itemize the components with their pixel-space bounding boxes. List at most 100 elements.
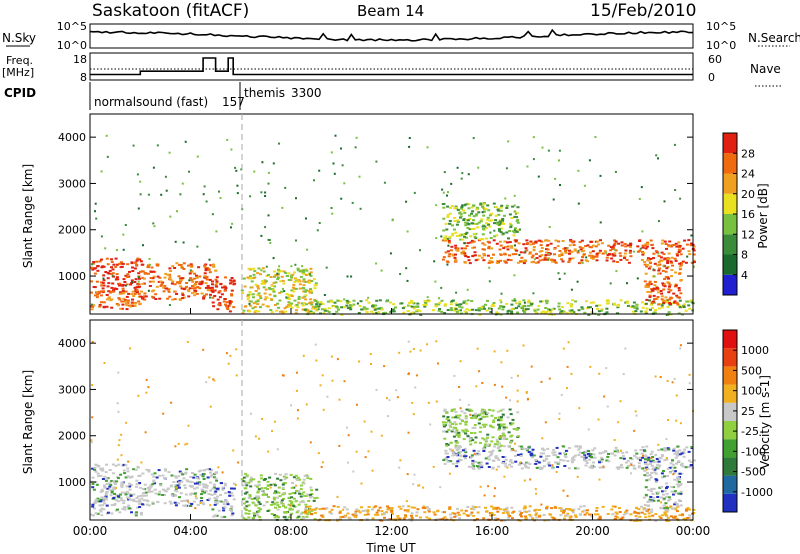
scatter-cell — [407, 431, 410, 434]
scatter-cell — [476, 511, 480, 514]
scatter-cell — [578, 446, 582, 449]
scatter-cell — [473, 254, 477, 257]
scatter-cell — [154, 298, 158, 300]
scatter-cell — [500, 424, 504, 427]
scatter-cell — [410, 506, 414, 509]
scatter-cell — [646, 467, 650, 470]
scatter-cell — [275, 496, 279, 499]
scatter-cell — [525, 239, 529, 242]
scatter-cell — [299, 488, 303, 491]
scatter-cell — [516, 435, 520, 438]
scatter-cell — [247, 512, 251, 515]
scatter-cell — [530, 452, 534, 455]
scatter-cell — [336, 505, 340, 508]
scatter-cell — [463, 310, 467, 313]
scatter-cell — [96, 512, 100, 515]
scatter-cell — [153, 225, 156, 228]
scatter-cell — [551, 464, 554, 467]
scatter-cell — [547, 257, 551, 260]
scatter-cell — [658, 263, 662, 266]
scatter-cell — [499, 305, 503, 307]
scatter-cell — [629, 513, 633, 516]
scatter-cell — [545, 302, 549, 305]
scatter-cell — [511, 511, 514, 514]
scatter-cell — [660, 454, 664, 457]
scatter-cell — [643, 469, 647, 472]
scatter-cell — [662, 288, 666, 291]
scatter-cell — [514, 240, 518, 243]
scatter-cell — [483, 243, 487, 246]
scatter-cell — [581, 261, 584, 264]
scatter-cell — [613, 450, 617, 453]
scatter-cell — [328, 510, 332, 513]
scatter-cell — [481, 225, 485, 228]
scatter-cell — [230, 487, 233, 490]
scatter-cell — [339, 516, 343, 519]
scatter-cell — [650, 302, 654, 304]
scatter-cell — [175, 486, 178, 489]
scatter-cell — [282, 282, 286, 285]
scatter-cell — [532, 242, 535, 245]
scatter-cell — [661, 239, 665, 242]
scatter-cell — [679, 504, 683, 507]
scatter-cell — [470, 409, 474, 412]
scatter-cell — [509, 399, 512, 402]
scatter-cell — [540, 254, 544, 257]
scatter-cell — [230, 226, 232, 229]
scatter-cell — [610, 508, 614, 511]
scatter-cell — [441, 188, 444, 191]
scatter-cell — [657, 255, 661, 257]
scatter-cell — [204, 269, 208, 272]
scatter-cell — [647, 500, 651, 503]
scatter-cell — [94, 470, 98, 473]
scatter-cell — [581, 256, 585, 258]
scatter-cell — [187, 290, 191, 293]
scatter-cell — [470, 465, 474, 468]
scatter-cell — [518, 303, 522, 305]
scatter-cell — [356, 302, 359, 305]
scatter-cell — [491, 449, 495, 452]
scatter-cell — [357, 509, 361, 512]
scatter-cell — [150, 490, 154, 493]
scatter-cell — [348, 306, 352, 309]
scatter-cell — [114, 499, 118, 502]
scatter-cell — [131, 305, 135, 307]
scatter-cell — [209, 481, 212, 484]
scatter-cell — [506, 466, 509, 469]
scatter-cell — [137, 272, 141, 275]
scatter-cell — [453, 421, 457, 424]
scatter-cell — [477, 453, 481, 456]
scatter-cell — [533, 309, 537, 312]
scatter-cell — [96, 291, 100, 294]
scatter-cell — [621, 244, 625, 247]
scatter-cell — [577, 309, 581, 312]
scatter-cell — [541, 447, 544, 450]
scatter-cell — [295, 484, 298, 487]
scatter-cell — [224, 499, 228, 502]
scatter-cell — [401, 307, 405, 310]
scatter-cell — [355, 508, 359, 511]
scatter-cell — [675, 503, 679, 505]
scatter-cell — [449, 303, 453, 306]
scatter-cell — [292, 486, 296, 489]
scatter-cell — [649, 257, 653, 260]
scatter-cell — [585, 256, 588, 259]
scatter-cell — [303, 475, 307, 477]
scatter-cell — [300, 493, 304, 495]
scatter-cell — [232, 306, 236, 309]
scatter-cell — [647, 489, 650, 491]
scatter-cell — [676, 451, 679, 454]
scatter-cell — [433, 513, 437, 516]
scatter-cell — [598, 517, 602, 519]
scatter-cell — [679, 197, 682, 200]
scatter-cell — [668, 283, 672, 286]
scatter-cell — [401, 505, 405, 508]
scatter-cell — [217, 291, 221, 294]
scatter-cell — [448, 507, 452, 510]
scatter-cell — [663, 508, 667, 511]
scatter-cell — [415, 310, 419, 313]
scatter-cell — [660, 501, 663, 504]
scatter-cell — [557, 302, 561, 305]
scatter-cell — [277, 506, 281, 508]
scatter-cell — [343, 182, 346, 185]
